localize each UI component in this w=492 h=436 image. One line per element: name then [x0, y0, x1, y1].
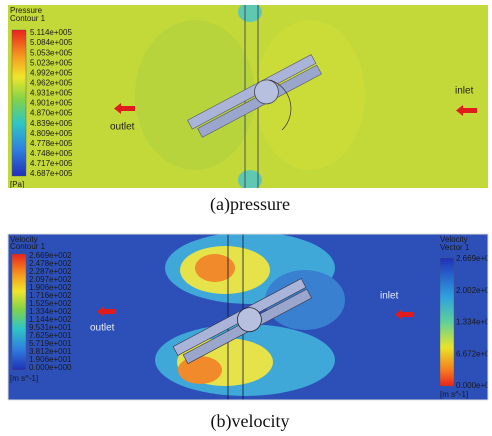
legend-label: 4.839e+005: [30, 119, 73, 128]
legend-label: 2.002e+002: [456, 286, 492, 295]
legend-label: 5.114e+005: [30, 28, 72, 37]
figure: Pressure Contour 1 [Pa] outlet inlet 5.1…: [0, 0, 492, 436]
velocity-panel: Velocity Contour 1 [m s^-1] Velocity Vec…: [8, 232, 492, 400]
legend-unit: [Pa]: [10, 180, 24, 189]
legend-label: 4.809e+005: [30, 129, 73, 138]
inlet-label: inlet: [380, 291, 399, 302]
outlet-label: outlet: [110, 122, 135, 133]
color-bar: [12, 30, 26, 176]
legend-label: 2.669e+002: [456, 254, 492, 263]
vector-legend-subtitle: Vector 1: [440, 243, 470, 252]
caption: (a)pressure: [210, 194, 290, 215]
legend-label: 4.901e+005: [30, 99, 73, 108]
legend-label: 4.931e+005: [30, 89, 73, 98]
inlet-label: inlet: [455, 86, 474, 97]
legend-label: 5.084e+005: [30, 38, 73, 47]
legend-label: 0.000e+000: [456, 381, 492, 390]
legend-label: 1.334e+002: [456, 318, 492, 327]
vector-legend-unit: [m s^-1]: [440, 390, 468, 399]
legend-label: 6.672e+001: [456, 349, 492, 358]
vector-color-bar: [440, 258, 454, 386]
legend-label: 4.687e+005: [30, 169, 73, 178]
legend-label: 4.870e+005: [30, 109, 73, 118]
legend-subtitle: Contour 1: [10, 242, 46, 251]
legend-label: 4.748e+005: [30, 149, 73, 158]
flow-arrow: [402, 312, 414, 317]
legend-label: 4.962e+005: [30, 78, 73, 87]
legend-label: 4.992e+005: [30, 68, 73, 77]
outlet-label: outlet: [90, 323, 115, 334]
pressure-panel: Pressure Contour 1 [Pa] outlet inlet 5.1…: [8, 2, 488, 190]
color-bar: [12, 254, 26, 370]
flow-arrow: [463, 108, 477, 113]
legend-label: 4.778e+005: [30, 139, 73, 148]
legend-label: 5.023e+005: [30, 58, 73, 67]
flow-arrow: [104, 309, 116, 314]
legend-label: 5.053e+005: [30, 48, 73, 57]
velocity-zone: [195, 254, 235, 282]
flow-arrow: [121, 106, 135, 111]
velocity-zone: [178, 356, 222, 384]
legend-unit: [m s^-1]: [10, 374, 38, 383]
legend-label: 4.717e+005: [30, 159, 73, 168]
caption: (b)velocity: [211, 411, 290, 432]
legend-label: 0.000e+000: [29, 363, 72, 372]
legend-subtitle: Contour 1: [10, 14, 46, 23]
